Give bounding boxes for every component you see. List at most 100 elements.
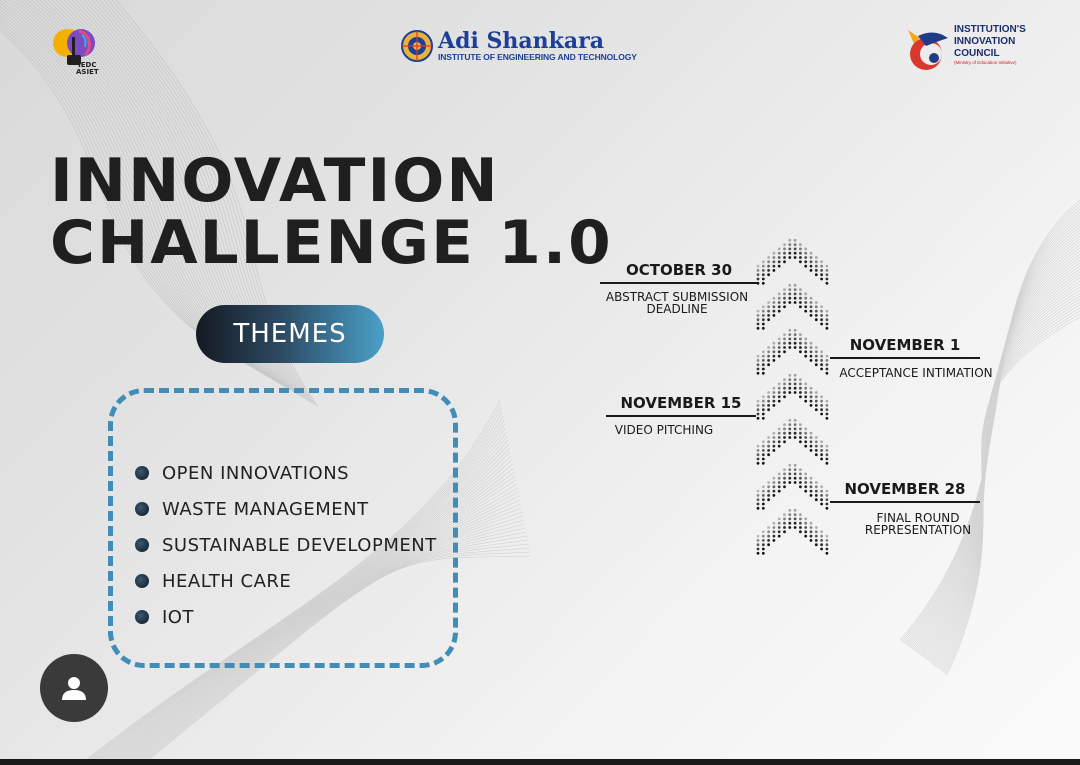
list-item: WASTE MANAGEMENT	[135, 491, 437, 527]
chevron-dot	[799, 513, 802, 516]
chevron-dot	[804, 305, 808, 309]
chevron-dot	[767, 309, 770, 313]
chevron-dot	[804, 391, 808, 394]
chevron-dot	[788, 391, 792, 394]
chevron-dot	[804, 427, 808, 431]
chevron-dot	[788, 386, 792, 390]
chevron-dot	[777, 534, 781, 538]
chevron-dot	[772, 404, 776, 407]
chevron-dot	[777, 256, 781, 259]
chevron-dot	[825, 449, 829, 452]
chevron-dot	[788, 526, 792, 529]
chevron-dot	[825, 309, 829, 313]
timeline-divider-1	[600, 282, 758, 284]
chevron-dot	[761, 399, 765, 403]
chevron-dot	[777, 485, 781, 489]
chevron-dot	[767, 534, 770, 538]
chevron-dot	[799, 341, 802, 345]
chevron-dot	[756, 318, 760, 322]
themes-heading: THEMES	[196, 305, 384, 363]
chevron-dot	[814, 391, 818, 394]
chevron-dot	[825, 264, 829, 268]
chevron-dot	[783, 472, 786, 476]
chevron-dot	[772, 256, 776, 259]
chevron-dot	[814, 481, 818, 484]
chevron-dot	[777, 337, 781, 341]
chevron-dot	[777, 526, 781, 529]
chevron-dot	[767, 481, 770, 484]
chevron-dot	[804, 526, 808, 529]
chevron-dot	[761, 273, 765, 277]
chevron-dot	[804, 440, 808, 444]
timeline-date-4: NOVEMBER 28	[844, 480, 966, 498]
bullet-icon	[135, 538, 149, 552]
chevron-dot	[804, 534, 808, 538]
chevron-dot	[820, 547, 823, 551]
timeline-desc-4-line-2: REPRESENTATION	[864, 523, 972, 537]
chevron-dot	[783, 386, 786, 390]
bullet-icon	[135, 610, 149, 624]
chevron-dot	[814, 436, 818, 439]
chevron-dot	[809, 260, 813, 264]
chevron-dot	[772, 539, 776, 542]
chevron-dot	[799, 391, 802, 394]
chevron-dot	[756, 449, 760, 452]
chevron-dot	[814, 543, 818, 547]
chevron-dot	[793, 513, 797, 516]
chevron-dot	[756, 322, 760, 326]
timeline-desc-2-line-1: ACCEPTANCE INTIMATION	[839, 366, 993, 380]
chevron-dot	[793, 346, 797, 349]
chevron-dot	[788, 508, 792, 512]
chevron-dot	[756, 539, 760, 542]
chevron-dot	[756, 363, 760, 367]
chevron-dot	[793, 468, 797, 471]
chevron-dot	[772, 359, 776, 362]
chevron-dot	[825, 363, 829, 367]
chevron-dot	[761, 371, 765, 375]
chevron-dot	[809, 391, 813, 394]
chevron-dot	[767, 264, 770, 268]
chevron-dot	[767, 399, 770, 403]
chevron-dot	[825, 277, 829, 281]
asiet-subtitle: INSTITUTE OF ENGINEERING AND TECHNOLOGY	[438, 52, 637, 62]
chevron-dot	[772, 431, 776, 435]
chevron-dot	[767, 305, 770, 309]
chevron-dot	[820, 309, 823, 313]
chevron-dot	[793, 288, 797, 291]
chevron-dot	[804, 472, 808, 476]
chevron-dot	[788, 328, 792, 332]
chevron-dot	[804, 521, 808, 525]
chevron-dot	[814, 260, 818, 264]
chevron-dot	[772, 449, 776, 452]
chevron-dot	[809, 494, 813, 497]
chevron-dot	[783, 395, 786, 399]
chevron-dot	[777, 354, 781, 358]
chevron-dot	[825, 371, 829, 375]
chevron-dot	[772, 526, 776, 529]
chevron-dot	[793, 292, 797, 296]
chevron-dot	[793, 337, 797, 341]
chevron-dot	[809, 440, 813, 444]
chevron-dot	[772, 251, 776, 255]
chevron-dot	[793, 373, 797, 377]
chevron-dot	[799, 530, 802, 534]
timeline-desc-2: ACCEPTANCE INTIMATION	[826, 367, 1006, 379]
chevron-dot	[767, 314, 770, 317]
chevron-dot	[761, 416, 765, 420]
chevron-dot	[804, 251, 808, 255]
chevron-dot	[761, 551, 765, 555]
chevron-dot	[756, 408, 760, 412]
profile-button[interactable]	[40, 654, 108, 722]
chevron-dot	[777, 382, 781, 386]
chevron-dot	[825, 354, 829, 358]
chevron-dot	[799, 468, 802, 471]
timeline-desc-4: FINAL ROUND REPRESENTATION	[830, 512, 1006, 536]
chevron-dot	[777, 296, 781, 300]
chevron-dot	[783, 256, 786, 259]
chevron-dot	[820, 404, 823, 407]
chevron-dot	[814, 453, 818, 457]
chevron-dot	[799, 382, 802, 386]
timeline-desc-3-line-1: VIDEO PITCHING	[614, 423, 714, 437]
chevron-dot	[820, 543, 823, 547]
chevron-dot	[761, 322, 765, 326]
